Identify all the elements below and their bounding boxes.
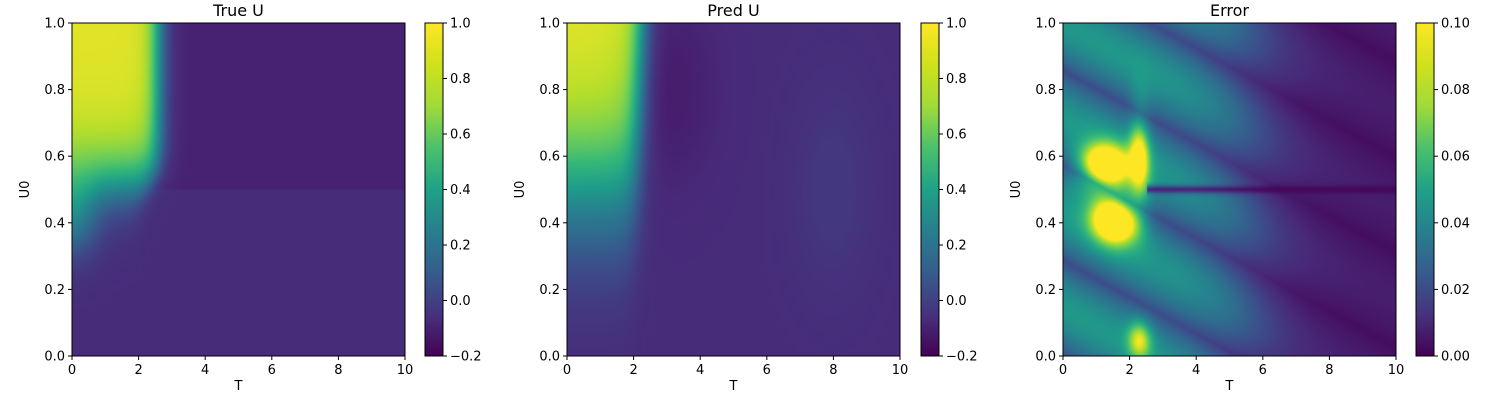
y-tick-label: 0.8 — [44, 83, 65, 98]
x-axis-label: T — [234, 379, 243, 394]
x-tick-label: 10 — [1388, 363, 1405, 378]
x-axis-label: T — [1225, 379, 1234, 394]
colorbar-tick-label: 0.4 — [450, 183, 471, 198]
heatmap-image — [1063, 23, 1396, 356]
colorbar-tick-label: 1.0 — [946, 17, 967, 32]
y-tick-label: 0.6 — [44, 150, 65, 165]
colorbar-tick-label: 0.06 — [1441, 150, 1470, 165]
x-tick-label: 8 — [829, 363, 837, 378]
chart-title: Pred U — [707, 1, 759, 20]
panel-1: True U 0 2 4 6 8 10 0.0 0.2 0.4 0.6 0.8 1.0 T U0 1.0 0.8… — [18, 1, 482, 394]
chart-title: True U — [212, 1, 264, 20]
x-axis-label: T — [729, 379, 738, 394]
colorbar-tick-label: −0.2 — [450, 350, 482, 365]
x-tick-label: 0 — [563, 363, 571, 378]
x-tick-label: 2 — [1125, 363, 1133, 378]
y-tick-label: 0.2 — [44, 283, 65, 298]
colorbar-tick-label: 0.2 — [946, 239, 967, 254]
x-tick-label: 0 — [1059, 363, 1067, 378]
colorbar-tick-label: 0.4 — [946, 183, 967, 198]
y-tick-label: 0.6 — [539, 150, 560, 165]
colorbar-tick-label: 0.02 — [1441, 283, 1470, 298]
x-tick-label: 10 — [397, 363, 414, 378]
y-tick-label: 0.8 — [539, 83, 560, 98]
y-tick-label: 0.4 — [44, 216, 65, 231]
panel-3: Error 0 2 4 6 8 10 0.0 0.2 0.4 0.6 0.8 1.0 T U0 0.10 0.0… — [1009, 1, 1470, 394]
y-tick-label: 0.4 — [539, 216, 560, 231]
y-tick-label: 0.2 — [539, 283, 560, 298]
x-tick-label: 6 — [268, 363, 276, 378]
heatmap-image — [567, 23, 900, 356]
x-tick-label: 8 — [334, 363, 342, 378]
colorbar-tick-label: 0.8 — [946, 72, 967, 87]
colorbar-tick-label: 0.04 — [1441, 216, 1470, 231]
colorbar-tick-label: 0.8 — [450, 72, 471, 87]
y-tick-label: 0.8 — [1035, 83, 1056, 98]
y-axis-label: U0 — [513, 181, 528, 199]
plot-frame — [1062, 22, 1397, 357]
y-axis-label: U0 — [18, 181, 33, 199]
x-tick-label: 8 — [1325, 363, 1333, 378]
colorbar-tick-label: 0.00 — [1441, 350, 1470, 365]
x-tick-label: 2 — [629, 363, 637, 378]
y-tick-label: 0.0 — [1035, 350, 1056, 365]
colorbar-tick-label: 0.0 — [946, 294, 967, 309]
colorbar — [1415, 22, 1435, 357]
chart-title: Error — [1210, 1, 1249, 20]
colorbar — [424, 22, 444, 357]
colorbar-tick-label: 0.2 — [450, 239, 471, 254]
y-axis-label: U0 — [1009, 181, 1024, 199]
y-tick-label: 1.0 — [539, 17, 560, 32]
x-tick-label: 4 — [201, 363, 209, 378]
colorbar-tick-label: 0.08 — [1441, 83, 1470, 98]
y-tick-label: 0.6 — [1035, 150, 1056, 165]
panel-2: Pred U 0 2 4 6 8 10 0.0 0.2 0.4 0.6 0.8 1.0 T U0 1.0 0.8… — [513, 1, 978, 394]
colorbar-tick-label: 0.10 — [1441, 17, 1470, 32]
colorbar — [920, 22, 940, 357]
x-tick-label: 6 — [1259, 363, 1267, 378]
colorbar-tick-label: 0.0 — [450, 294, 471, 309]
x-tick-label: 4 — [1192, 363, 1200, 378]
y-tick-label: 1.0 — [44, 17, 65, 32]
colorbar-tick-label: 0.6 — [450, 128, 471, 143]
colorbar-tick-label: −0.2 — [946, 350, 978, 365]
colorbar-tick-label: 0.6 — [946, 128, 967, 143]
y-tick-label: 0.0 — [44, 350, 65, 365]
x-tick-label: 0 — [68, 363, 76, 378]
colorbar-tick-label: 1.0 — [450, 17, 471, 32]
y-tick-label: 0.2 — [1035, 283, 1056, 298]
y-tick-label: 1.0 — [1035, 17, 1056, 32]
x-tick-label: 10 — [892, 363, 909, 378]
x-tick-label: 4 — [696, 363, 704, 378]
x-tick-label: 2 — [134, 363, 142, 378]
y-tick-label: 0.4 — [1035, 216, 1056, 231]
plot-frame — [566, 22, 901, 357]
x-tick-label: 6 — [763, 363, 771, 378]
heatmap-image — [72, 23, 405, 356]
plot-frame — [71, 22, 406, 357]
y-tick-label: 0.0 — [539, 350, 560, 365]
